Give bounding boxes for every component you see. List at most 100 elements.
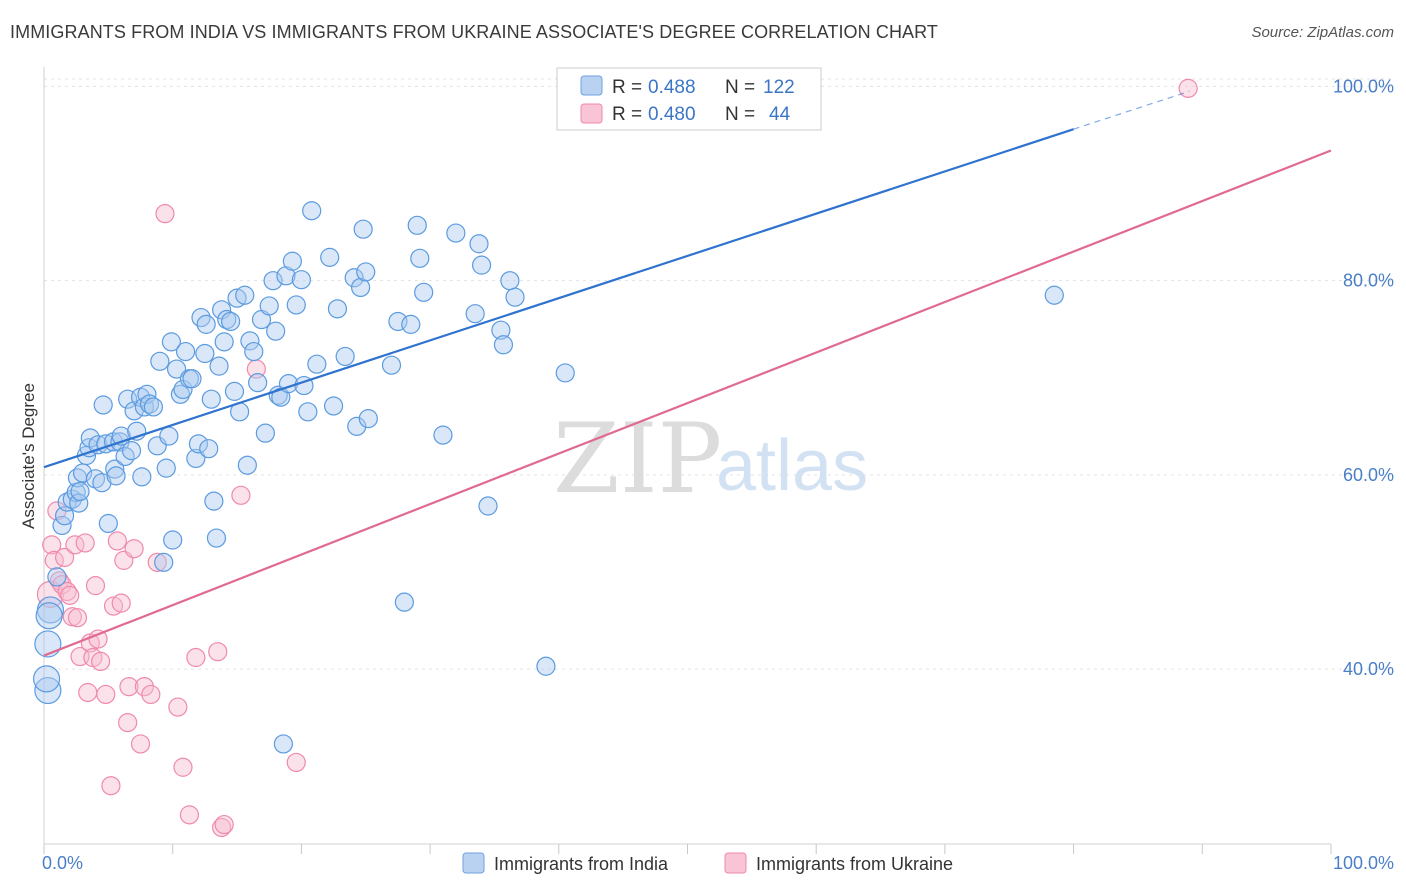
data-point (154, 552, 174, 572)
data-point (414, 282, 434, 302)
legend-ukraine-n-label: N = (725, 104, 755, 125)
data-point (327, 299, 348, 319)
data-point (298, 402, 318, 422)
data-point (381, 355, 402, 375)
data-point (106, 466, 126, 486)
data-point (111, 593, 131, 613)
y-tick-label: 60.0% (1343, 465, 1394, 485)
data-point (204, 491, 224, 511)
y-tick-label: 40.0% (1343, 659, 1394, 679)
legend-india-r-value: 0.488 (648, 77, 696, 98)
data-point (212, 817, 232, 838)
data-point (88, 435, 108, 455)
data-point (101, 776, 121, 796)
data-point (75, 533, 95, 553)
data-point (208, 642, 228, 662)
data-point (195, 343, 215, 364)
bottom-legend-india-swatch (462, 852, 485, 874)
data-point (118, 712, 138, 733)
data-point (85, 576, 106, 596)
data-point (96, 684, 116, 705)
data-point (119, 677, 139, 697)
legend-ukraine-n-value: 44 (769, 104, 791, 125)
data-point (505, 287, 525, 307)
legend-india-n-label: N = (725, 77, 755, 98)
data-point (227, 288, 247, 308)
watermark-atlas: atlas (716, 426, 868, 506)
data-point (351, 277, 371, 298)
data-point (555, 363, 575, 383)
data-point (320, 247, 340, 267)
legend-ukraine-swatch (580, 103, 603, 124)
data-point (286, 295, 306, 315)
chart-title: IMMIGRANTS FROM INDIA VS IMMIGRANTS FROM… (10, 22, 939, 42)
data-point (121, 441, 142, 461)
data-point (465, 304, 485, 324)
data-point (67, 608, 88, 628)
data-point (54, 547, 75, 568)
data-point (231, 485, 251, 505)
data-point (201, 389, 221, 409)
correlation-legend: R = 0.488 N = 122 R = 0.480 N = 44 (556, 67, 822, 131)
data-point (356, 262, 376, 282)
data-point (469, 234, 489, 254)
data-point (491, 320, 511, 340)
data-point (307, 354, 327, 374)
data-point (209, 356, 229, 376)
india-trendline-extension (1073, 90, 1190, 130)
data-point (335, 346, 355, 367)
ukraine-series (36, 78, 1198, 838)
data-point (105, 459, 125, 479)
data-point (147, 552, 167, 572)
india-trendline (43, 128, 1074, 469)
data-point (134, 677, 154, 697)
data-point (161, 332, 182, 352)
data-point (35, 602, 63, 630)
data-point (500, 271, 520, 291)
x-tick-label-max: 100.0% (1333, 853, 1394, 873)
legend-india-n-value: 122 (763, 77, 795, 98)
data-point (471, 255, 492, 275)
data-point (255, 423, 275, 443)
data-point (186, 647, 206, 668)
data-point (78, 682, 98, 703)
data-point (70, 481, 90, 502)
x-tick-label-min: 0.0% (42, 853, 83, 873)
data-point (155, 204, 175, 224)
gridlines (44, 78, 1394, 670)
bottom-legend-ukraine-swatch (724, 852, 747, 874)
bottom-legend: Immigrants from India Immigrants from Uk… (462, 852, 953, 874)
data-point (221, 311, 241, 332)
data-point (224, 381, 245, 401)
watermark: ZIP atlas (553, 403, 868, 515)
bottom-legend-ukraine-label: Immigrants from Ukraine (756, 854, 953, 874)
data-point (159, 426, 179, 446)
data-point (273, 734, 293, 754)
data-point (259, 296, 279, 316)
data-point (182, 369, 202, 389)
data-point (214, 332, 234, 352)
data-point (433, 425, 453, 445)
data-point (407, 215, 427, 235)
data-point (199, 439, 219, 459)
data-point (103, 596, 124, 616)
watermark-zip: ZIP (553, 403, 722, 515)
trendlines (43, 90, 1332, 657)
data-point (323, 396, 344, 416)
data-point (1178, 78, 1198, 98)
data-point (248, 373, 268, 393)
legend-ukraine-r-value: 0.480 (648, 104, 696, 125)
data-point (493, 335, 514, 355)
x-ticks (43, 844, 1332, 854)
data-point (302, 201, 322, 221)
bottom-legend-india-label: Immigrants from India (494, 854, 669, 874)
data-point (410, 248, 430, 268)
y-tick-labels: 40.0% 60.0% 80.0% 100.0% (1333, 76, 1394, 679)
data-point (1044, 285, 1064, 305)
data-point (93, 395, 113, 415)
y-tick-label: 100.0% (1333, 76, 1394, 96)
data-point (143, 397, 163, 417)
data-point (240, 331, 260, 351)
data-point (244, 341, 264, 362)
data-point (34, 676, 62, 705)
